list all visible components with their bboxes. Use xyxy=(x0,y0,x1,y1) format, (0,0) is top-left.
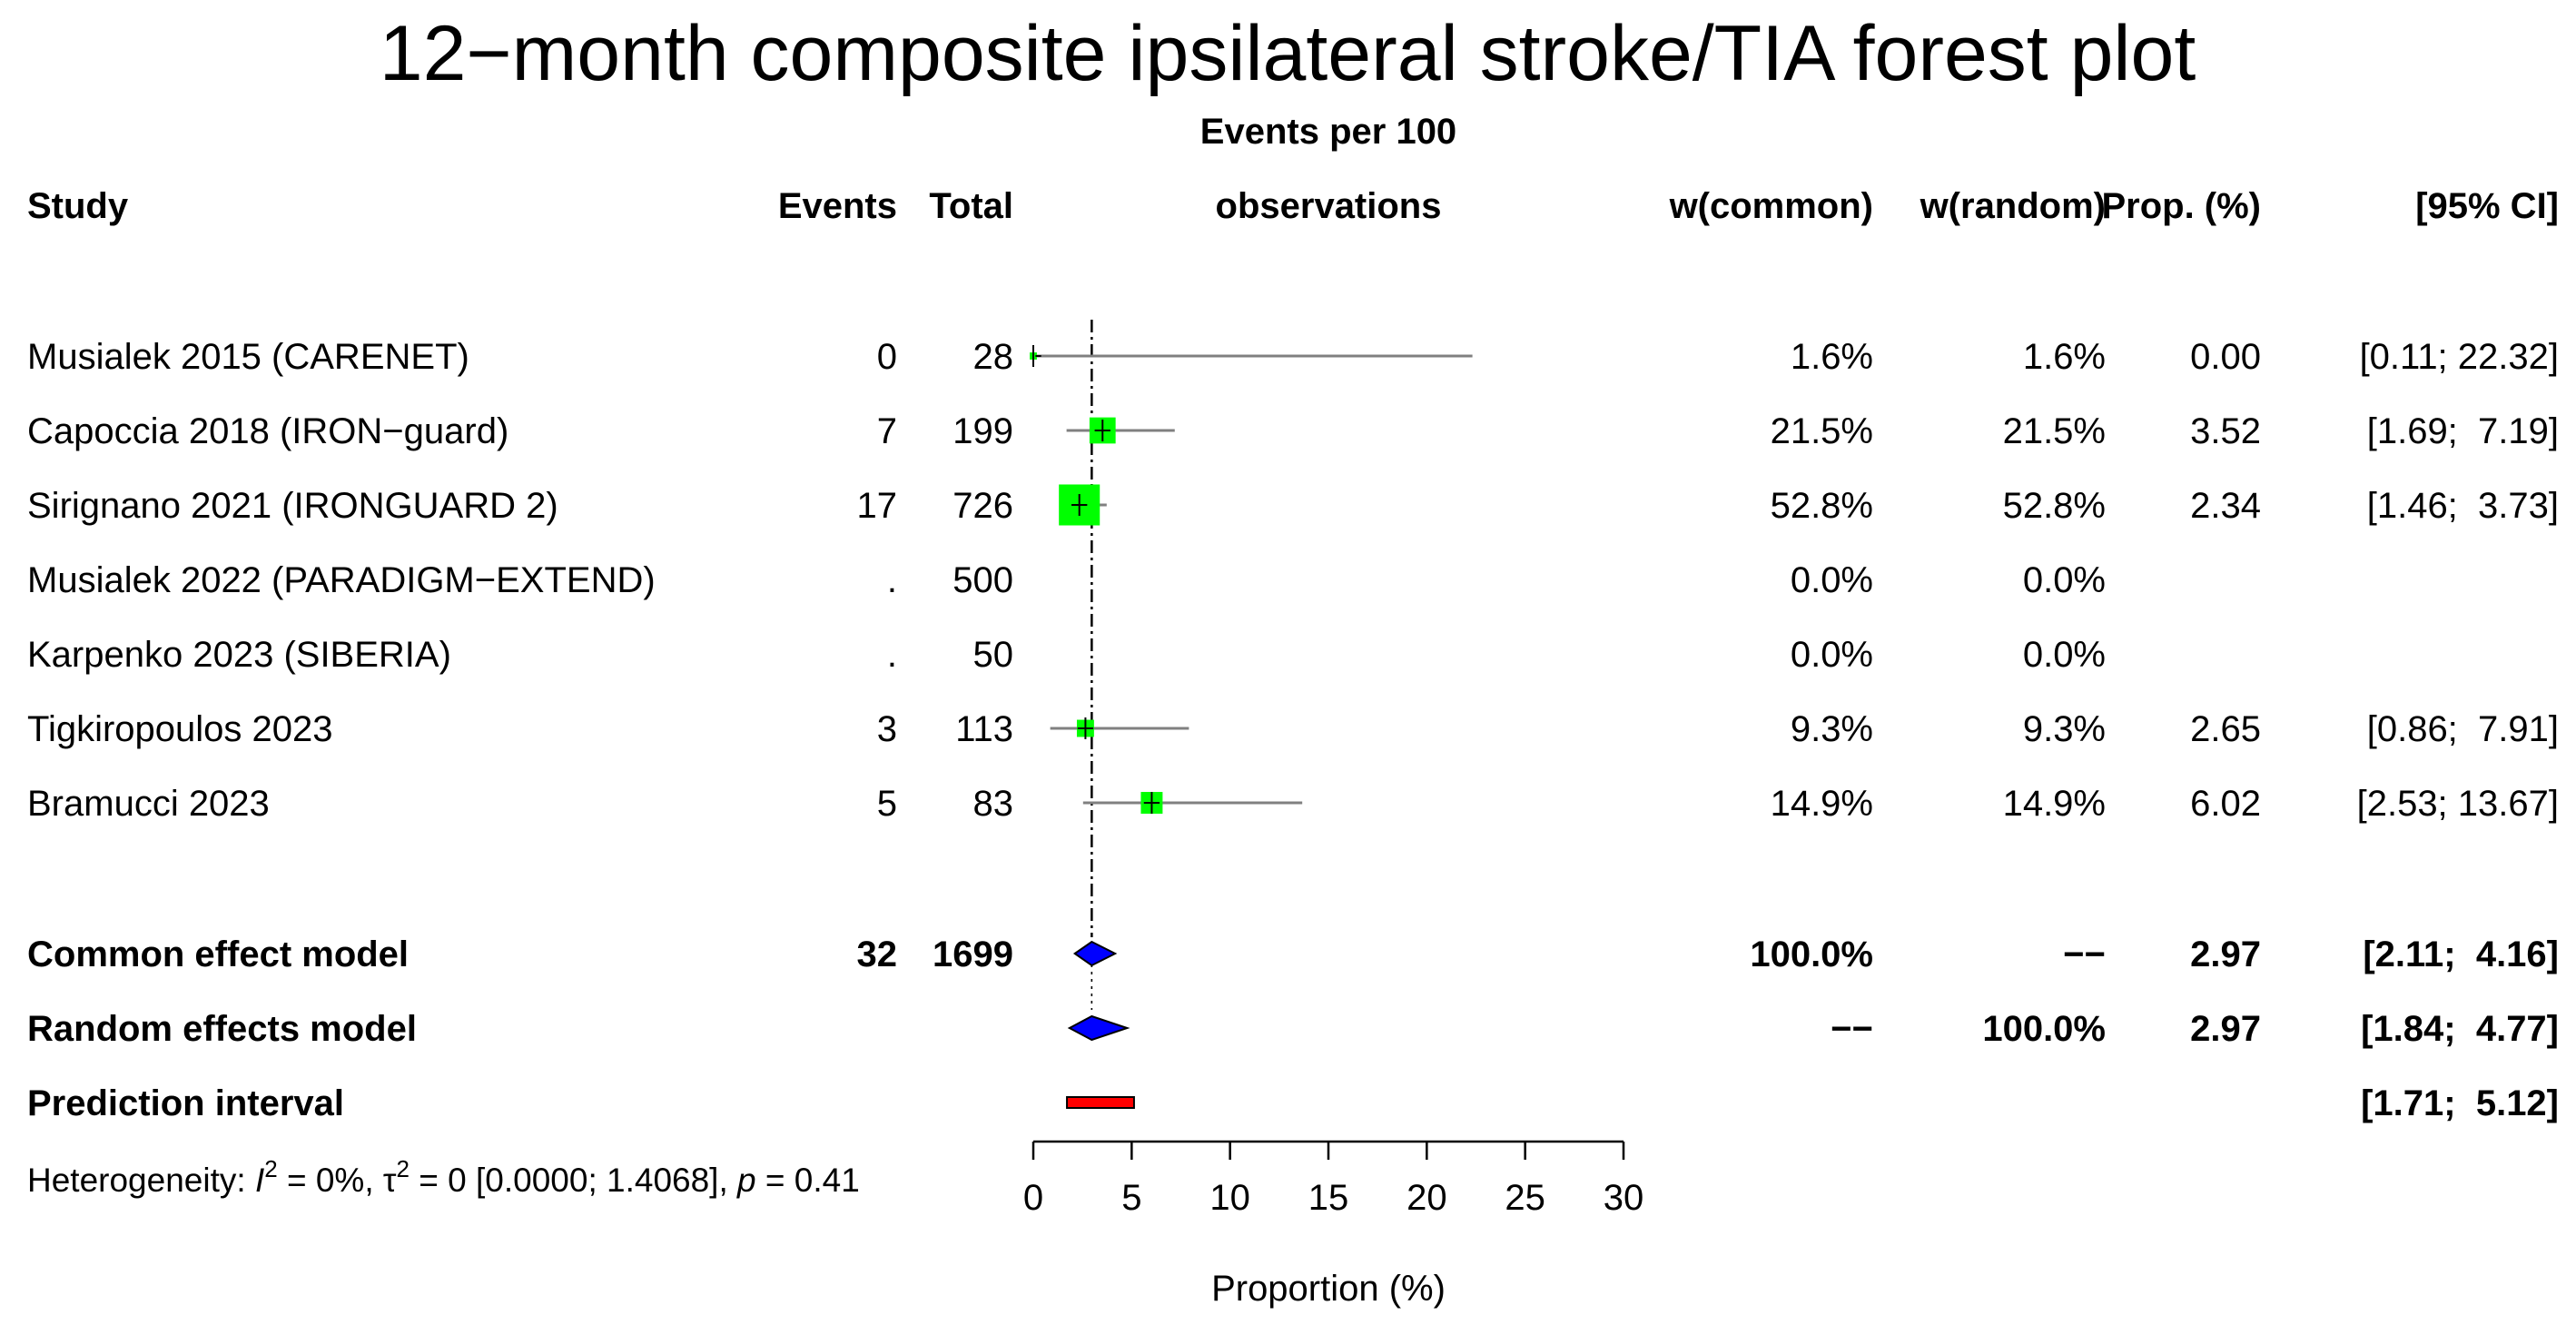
header-total: Total xyxy=(929,186,1013,226)
study-w-common: 0.0% xyxy=(1791,560,1873,600)
study-total: 113 xyxy=(955,709,1013,749)
study-w-common: 9.3% xyxy=(1791,709,1873,749)
header-w-common: w(common) xyxy=(1669,186,1873,226)
common-w-random: −− xyxy=(2063,934,2106,974)
study-label: Musialek 2022 (PARADIGM−EXTEND) xyxy=(27,560,656,600)
study-events: . xyxy=(887,635,897,675)
study-w-common: 52.8% xyxy=(1771,486,1873,526)
study-label: Musialek 2015 (CARENET) xyxy=(27,337,469,377)
study-w-random: 52.8% xyxy=(2003,486,2106,526)
study-ci: [1.46; 3.73] xyxy=(2367,486,2559,526)
x-axis: 0 5 10 15 20 25 30 xyxy=(1023,1140,1644,1218)
header-ci: [95% CI] xyxy=(2415,186,2559,226)
study-total: 50 xyxy=(973,635,1014,675)
study-events: 0 xyxy=(877,337,897,377)
x-tick-label: 0 xyxy=(1023,1178,1043,1218)
common-events: 32 xyxy=(857,934,898,974)
study-total: 199 xyxy=(952,411,1013,451)
common-total: 1699 xyxy=(933,934,1013,974)
study-events: 5 xyxy=(877,784,897,824)
study-ci: [0.86; 7.91] xyxy=(2367,709,2559,749)
study-events: 17 xyxy=(857,486,898,526)
header-w-random: w(random) xyxy=(1920,186,2106,226)
study-w-common: 1.6% xyxy=(1791,337,1873,377)
study-w-random: 21.5% xyxy=(2003,411,2106,451)
study-label: Bramucci 2023 xyxy=(27,784,270,824)
study-events: . xyxy=(887,560,897,600)
study-prop: 0.00 xyxy=(2190,337,2261,377)
study-label: Capoccia 2018 (IRON−guard) xyxy=(27,411,508,451)
prediction-bar xyxy=(1066,1096,1135,1109)
random-w-common: −− xyxy=(1831,1009,1873,1049)
study-total: 28 xyxy=(973,337,1014,377)
study-w-random: 9.3% xyxy=(2023,709,2106,749)
study-w-common: 21.5% xyxy=(1771,411,1873,451)
header-events: Events xyxy=(778,186,897,226)
x-tick-label: 5 xyxy=(1121,1178,1141,1218)
study-w-random: 0.0% xyxy=(2023,560,2106,600)
column-headers: Study Events Total Events per 100 observ… xyxy=(27,112,2559,226)
x-tick-label: 20 xyxy=(1406,1178,1447,1218)
study-w-random: 0.0% xyxy=(2023,635,2106,675)
random-ci: [1.84; 4.77] xyxy=(2361,1009,2559,1049)
random-diamond xyxy=(1067,1014,1130,1042)
header-effect-line2: observations xyxy=(1216,186,1442,226)
study-total: 83 xyxy=(973,784,1014,824)
study-prop: 2.65 xyxy=(2190,709,2261,749)
study-prop: 6.02 xyxy=(2190,784,2261,824)
x-tick-label: 30 xyxy=(1604,1178,1644,1218)
header-prop: Prop. (%) xyxy=(2101,186,2261,226)
table-body: Musialek 2015 (CARENET) 0 28 1.6% 1.6% 0.00 [0… xyxy=(27,337,2559,1123)
x-tick-label: 25 xyxy=(1505,1178,1545,1218)
forest-graphics xyxy=(1030,320,1473,1109)
study-ci: [1.69; 7.19] xyxy=(2367,411,2559,451)
study-total: 500 xyxy=(952,560,1013,600)
random-label: Random effects model xyxy=(27,1009,417,1049)
x-tick-label: 15 xyxy=(1308,1178,1349,1218)
random-w-random: 100.0% xyxy=(1982,1009,2106,1049)
header-effect-line1: Events per 100 xyxy=(1200,112,1456,152)
prediction-ci: [1.71; 5.12] xyxy=(2361,1083,2559,1123)
x-axis-label: Proportion (%) xyxy=(1211,1269,1446,1309)
common-label: Common effect model xyxy=(27,934,409,974)
study-total: 726 xyxy=(952,486,1013,526)
study-w-common: 14.9% xyxy=(1771,784,1873,824)
study-prop: 2.34 xyxy=(2190,486,2261,526)
study-w-random: 1.6% xyxy=(2023,337,2106,377)
study-events: 3 xyxy=(877,709,897,749)
study-label: Karpenko 2023 (SIBERIA) xyxy=(27,635,451,675)
study-label: Sirignano 2021 (IRONGUARD 2) xyxy=(27,486,558,526)
common-ci: [2.11; 4.16] xyxy=(2363,934,2559,974)
common-w-common: 100.0% xyxy=(1750,934,1873,974)
study-prop: 3.52 xyxy=(2190,411,2261,451)
random-prop: 2.97 xyxy=(2190,1009,2261,1049)
study-label: Tigkiropoulos 2023 xyxy=(27,709,333,749)
common-prop: 2.97 xyxy=(2190,934,2261,974)
x-tick-label: 10 xyxy=(1209,1178,1250,1218)
study-ci: [0.11; 22.32] xyxy=(2360,337,2559,377)
prediction-label: Prediction interval xyxy=(27,1083,344,1123)
study-w-random: 14.9% xyxy=(2003,784,2106,824)
common-diamond xyxy=(1072,940,1118,967)
study-ci: [2.53; 13.67] xyxy=(2357,784,2559,824)
heterogeneity-text: Heterogeneity: I2 = 0%, τ2 = 0 [0.0000; … xyxy=(27,1155,860,1199)
header-study: Study xyxy=(27,186,129,226)
chart-title: 12−month composite ipsilateral stroke/TI… xyxy=(380,10,2196,97)
study-events: 7 xyxy=(877,411,897,451)
study-w-common: 0.0% xyxy=(1791,635,1873,675)
